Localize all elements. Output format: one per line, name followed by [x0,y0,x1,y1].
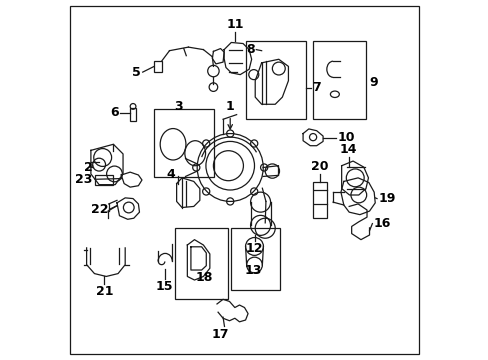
Text: 6: 6 [110,106,119,120]
Text: 20: 20 [311,160,328,173]
Text: 9: 9 [369,76,377,89]
Text: 5: 5 [132,66,141,78]
Text: 4: 4 [166,168,175,181]
Bar [230,228,280,290]
Text: 11: 11 [225,18,243,31]
Bar [312,182,326,218]
Text: 17: 17 [211,328,228,341]
Text: 1: 1 [225,100,234,113]
Text: 19: 19 [378,192,395,205]
Text: 18: 18 [195,271,213,284]
Text: 3: 3 [174,100,183,113]
Bar [312,41,365,118]
Text: 12: 12 [245,242,263,255]
Text: 2: 2 [83,161,92,174]
Bar [130,108,136,121]
Text: 10: 10 [337,131,354,144]
Text: 8: 8 [246,43,255,56]
Bar [246,41,305,118]
Text: 21: 21 [96,285,113,298]
Bar [154,61,162,72]
Text: 14: 14 [339,143,357,156]
Bar [175,228,227,298]
Text: 15: 15 [155,280,173,293]
Bar [95,175,113,185]
Bar [154,109,214,177]
Text: 13: 13 [244,264,262,276]
Text: 22: 22 [90,203,108,216]
Text: 16: 16 [373,217,390,230]
Text: 7: 7 [311,81,320,94]
Text: 23: 23 [75,173,93,186]
